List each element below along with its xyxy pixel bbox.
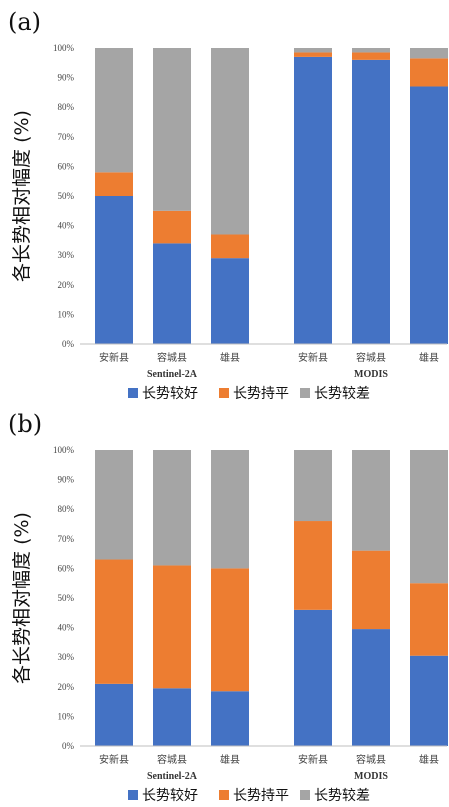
y-tick-label: 10% [58, 711, 75, 721]
legend-label: 长势较好 [142, 386, 198, 402]
bar-segment [352, 48, 390, 53]
bar-segment [410, 48, 448, 59]
bar-segment [95, 450, 133, 560]
y-tick-label: 20% [58, 280, 75, 290]
group-label: MODIS [354, 771, 388, 782]
bar-segment [410, 58, 448, 87]
bar-segment [153, 48, 191, 211]
bar-segment [294, 48, 332, 53]
bar-segment [95, 196, 133, 344]
bar-segment [95, 172, 133, 196]
y-tick-label: 90% [58, 73, 75, 83]
bar-segment [211, 234, 249, 259]
y-tick-label: 60% [58, 161, 75, 171]
group-label: Sentinel-2A [147, 771, 198, 782]
bar-segment [352, 59, 390, 345]
bar-segment [153, 210, 191, 244]
y-tick-label: 0% [62, 339, 75, 349]
legend-label: 长势较差 [314, 386, 370, 402]
y-tick-label: 70% [58, 132, 75, 142]
panel-letter: (b) [8, 410, 42, 438]
bar-segment [410, 655, 448, 746]
bar-segment [211, 568, 249, 692]
bar-segment [95, 559, 133, 684]
y-tick-label: 40% [58, 221, 75, 231]
bar-segment [211, 691, 249, 746]
bar-segment [410, 450, 448, 584]
legend-swatch [128, 388, 138, 398]
y-tick-label: 70% [58, 534, 75, 544]
category-label: 容城县 [157, 351, 187, 364]
category-label: 雄县 [419, 753, 439, 766]
panel-letter: (a) [8, 8, 41, 36]
bar-segment [294, 56, 332, 344]
y-tick-label: 30% [58, 250, 75, 260]
legend-swatch [128, 790, 138, 800]
category-label: 安新县 [99, 351, 129, 364]
y-tick-label: 100% [53, 445, 75, 455]
category-label: 容城县 [356, 753, 386, 766]
bar-segment [410, 86, 448, 344]
bar-segment [352, 450, 390, 551]
bar-segment [211, 48, 249, 235]
legend-label: 长势持平 [233, 386, 289, 402]
y-tick-label: 80% [58, 102, 75, 112]
category-label: 雄县 [220, 753, 240, 766]
y-tick-label: 0% [62, 741, 75, 751]
category-label: 容城县 [157, 753, 187, 766]
bar-segment [153, 243, 191, 344]
y-tick-label: 60% [58, 563, 75, 573]
bar-segment [153, 450, 191, 566]
legend-label: 长势较好 [142, 788, 198, 804]
bar-segment [211, 450, 249, 569]
legend-label: 长势较差 [314, 788, 370, 804]
bar-segment [153, 565, 191, 689]
category-label: 安新县 [298, 351, 328, 364]
legend-swatch [219, 790, 229, 800]
bar-segment [211, 258, 249, 344]
y-tick-label: 20% [58, 682, 75, 692]
bar-segment [352, 52, 390, 60]
bar-segment [410, 583, 448, 656]
bar-segment [294, 521, 332, 610]
bar-segment [294, 450, 332, 522]
bar-segment [95, 48, 133, 173]
category-label: 安新县 [298, 753, 328, 766]
group-label: MODIS [354, 369, 388, 380]
category-label: 雄县 [220, 351, 240, 364]
legend-label: 长势持平 [233, 788, 289, 804]
y-axis-label: 各长势相对幅度 (%) [11, 512, 33, 684]
y-tick-label: 50% [58, 191, 75, 201]
category-label: 容城县 [356, 351, 386, 364]
bar-segment [294, 52, 332, 57]
y-tick-label: 40% [58, 623, 75, 633]
y-axis-label: 各长势相对幅度 (%) [11, 110, 33, 282]
y-tick-label: 10% [58, 309, 75, 319]
bar-segment [153, 688, 191, 746]
group-label: Sentinel-2A [147, 369, 198, 380]
y-tick-label: 80% [58, 504, 75, 514]
y-tick-label: 30% [58, 652, 75, 662]
bar-segment [352, 550, 390, 630]
y-tick-label: 100% [53, 43, 75, 53]
category-label: 安新县 [99, 753, 129, 766]
bar-segment [294, 609, 332, 746]
y-tick-label: 50% [58, 593, 75, 603]
bar-segment [352, 629, 390, 746]
y-tick-label: 90% [58, 475, 75, 485]
legend-swatch [300, 790, 310, 800]
category-label: 雄县 [419, 351, 439, 364]
legend-swatch [219, 388, 229, 398]
bar-segment [95, 683, 133, 746]
legend-swatch [300, 388, 310, 398]
